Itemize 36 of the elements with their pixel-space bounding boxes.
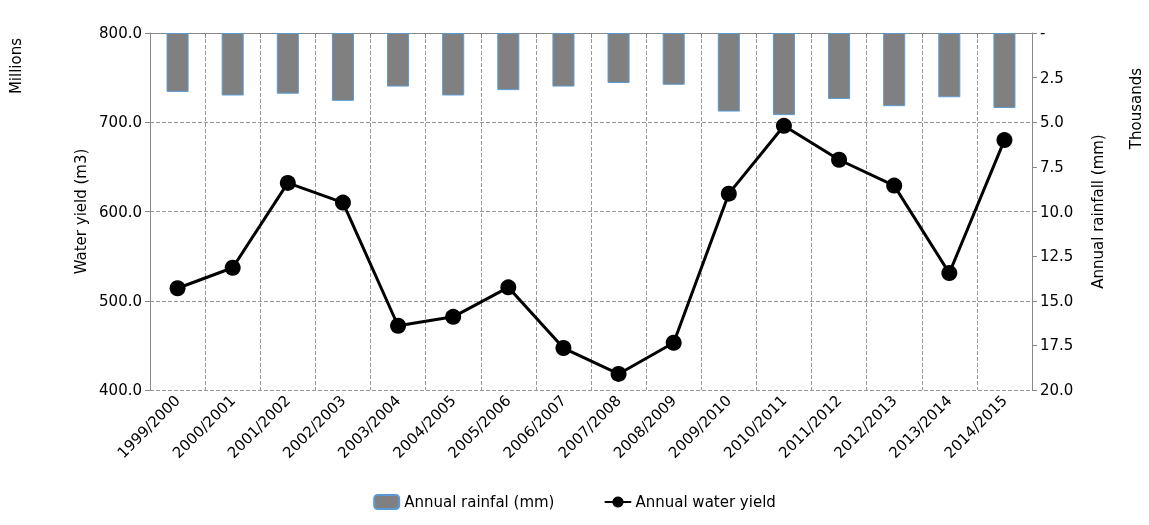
y-tick-label: 400.0 (99, 381, 142, 399)
legend-label: Annual water yield (635, 493, 776, 511)
point (445, 308, 462, 325)
point (831, 151, 848, 168)
text: Thousands (1126, 67, 1145, 151)
y2-tick-label: 10.0 (1040, 202, 1074, 221)
y2-tick-label: 7.5 (1040, 157, 1064, 176)
y-tick-label: 800.0 (99, 24, 142, 42)
point (886, 177, 903, 194)
y2-tick-label: - (1040, 24, 1046, 42)
point (720, 185, 737, 202)
point (555, 340, 572, 357)
y2-tick-label: 5.0 (1040, 113, 1064, 132)
point (390, 317, 407, 334)
y-tick-label: 500.0 (99, 291, 142, 310)
y2-tick-label: 12.5 (1040, 247, 1074, 266)
point (169, 280, 186, 297)
y2-tick-label: 17.5 (1040, 336, 1074, 355)
point (665, 334, 682, 351)
point (775, 117, 792, 134)
point (996, 132, 1013, 149)
y2-tick-label: 2.5 (1040, 68, 1064, 87)
point (610, 365, 627, 382)
point (334, 194, 351, 211)
y-axis-title: Water yield (m3) (71, 148, 90, 275)
point (500, 279, 517, 296)
point (279, 174, 296, 191)
point (941, 265, 958, 282)
y2-axis-title: Annual rainfall (mm) (1088, 134, 1107, 289)
point (224, 259, 241, 276)
y-tick-label: 700.0 (99, 113, 142, 132)
legend-label: Annual rainfal (mm) (404, 493, 555, 511)
y2-tick-label: 15.0 (1040, 291, 1074, 310)
text: Millions (6, 37, 25, 95)
y-tick-label: 600.0 (99, 202, 142, 221)
y2-tick-label: 20.0 (1040, 381, 1074, 399)
